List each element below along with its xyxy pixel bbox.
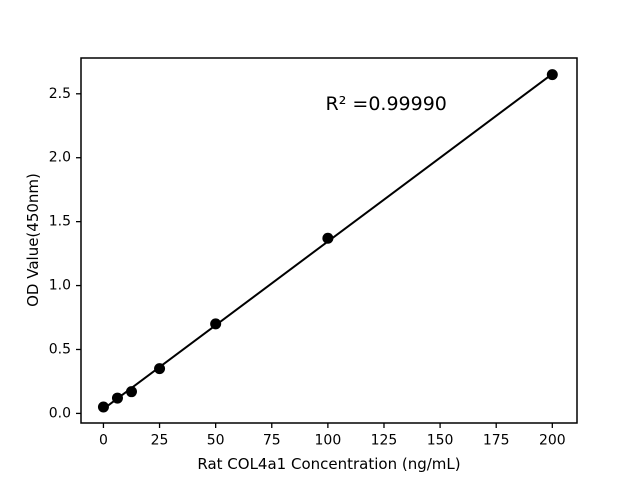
data-point bbox=[210, 318, 222, 330]
x-tick-label: 175 bbox=[483, 433, 510, 449]
data-point bbox=[322, 232, 334, 244]
x-tick-label: 75 bbox=[263, 433, 281, 449]
x-tick-label: 150 bbox=[427, 433, 454, 449]
data-point bbox=[546, 69, 558, 81]
plot-area: 0 25 50 75 100 125 150 175 200 0.0 0.5 1.0 1.5 2.0 2.5 bbox=[49, 57, 578, 449]
x-tick-label: 25 bbox=[151, 433, 169, 449]
x-tick-label: 50 bbox=[207, 433, 225, 449]
x-tick-label: 100 bbox=[315, 433, 342, 449]
x-axis-label: Rat COL4a1 Concentration (ng/mL) bbox=[197, 455, 460, 473]
y-axis-label: OD Value(450nm) bbox=[24, 173, 42, 307]
y-tick-label: 2.5 bbox=[49, 86, 71, 102]
data-point bbox=[111, 392, 123, 404]
y-tick-label: 1.0 bbox=[49, 278, 71, 294]
x-tick-label: 200 bbox=[539, 433, 566, 449]
y-tick-label: 0.5 bbox=[49, 341, 71, 357]
data-point bbox=[125, 386, 137, 398]
x-tick-label: 125 bbox=[371, 433, 398, 449]
y-tick-label: 2.0 bbox=[49, 150, 71, 166]
r-squared-annotation: R² =0.99990 bbox=[326, 93, 447, 115]
y-tick-label: 1.5 bbox=[49, 214, 71, 230]
data-point bbox=[97, 401, 109, 413]
y-tick-label: 0.0 bbox=[49, 405, 71, 421]
x-tick-label: 0 bbox=[99, 433, 108, 449]
data-point bbox=[154, 363, 166, 375]
